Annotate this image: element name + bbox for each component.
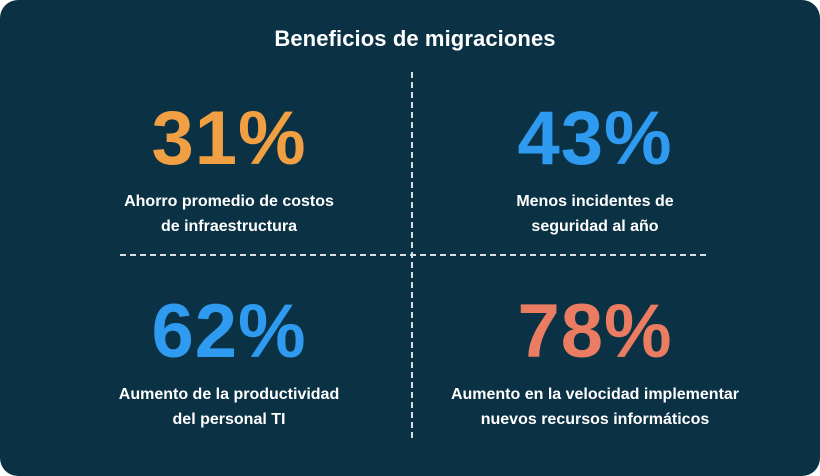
stat-value: 62% [151, 289, 307, 374]
stat-value: 78% [517, 289, 673, 374]
horizontal-divider [120, 254, 706, 256]
stat-deployment-speed: 78% Aumento en la velocidad implementar … [415, 294, 775, 432]
card-title: Beneficios de migraciones [274, 26, 556, 51]
stat-productivity: 62% Aumento de la productividad del pers… [49, 294, 409, 432]
stat-cost-savings: 31% Ahorro promedio de costos de infraes… [49, 101, 409, 239]
stat-label: Ahorro promedio de costos de infraestruc… [124, 193, 334, 235]
stat-security-incidents: 43% Menos incidentes de seguridad al año [415, 101, 775, 239]
stat-label: Aumento de la productividad del personal… [118, 386, 340, 428]
stat-label: Menos incidentes de seguridad al año [516, 193, 674, 235]
stat-label: Aumento en la velocidad implementar nuev… [450, 386, 740, 428]
stat-value: 43% [517, 96, 673, 181]
stat-value: 31% [151, 96, 307, 181]
